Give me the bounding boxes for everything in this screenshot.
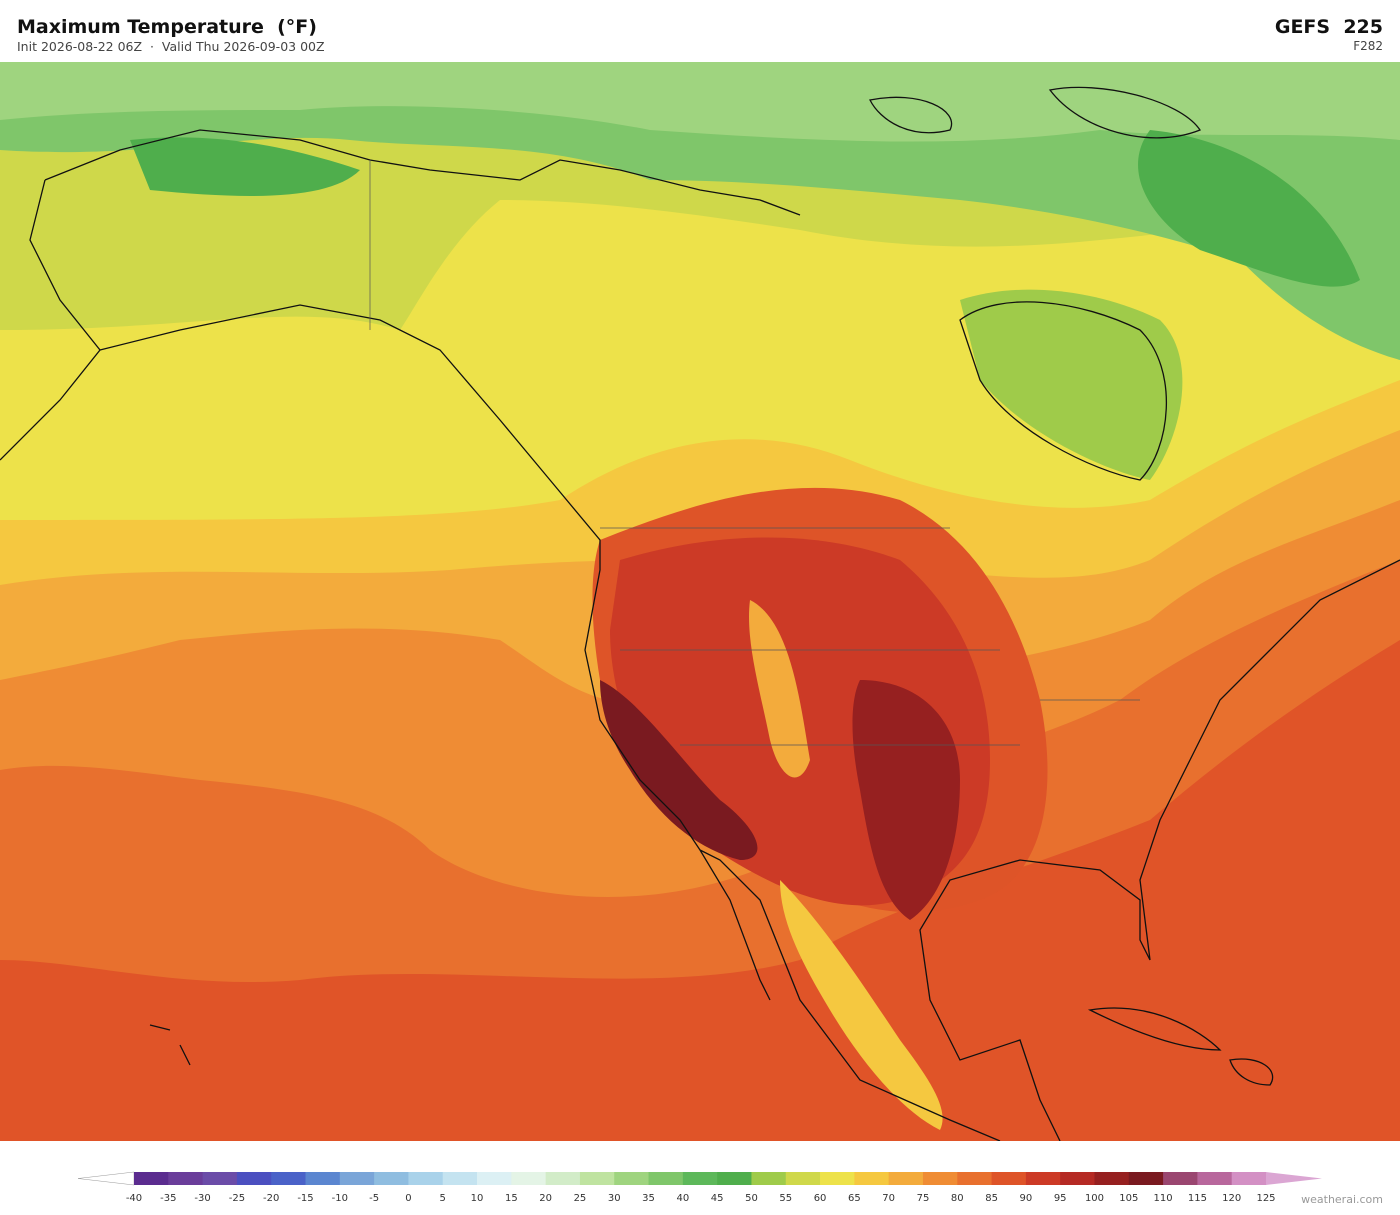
colorbar-swatch [236,1172,272,1185]
colorbar-tick-label: 100 [1085,1193,1104,1204]
colorbar-swatch [1197,1172,1233,1185]
colorbar-swatch [682,1172,718,1185]
colorbar-tick-label: 125 [1256,1193,1275,1204]
colorbar-swatch [1025,1172,1061,1185]
colorbar-tick-label: 35 [642,1193,655,1204]
colorbar-tick-label: -20 [263,1193,279,1204]
colorbar-tick-label: 30 [608,1193,621,1204]
colorbar-tick-label: 0 [405,1193,411,1204]
colorbar-swatch [1231,1172,1267,1185]
colorbar: -40 -35 -30 -25 -20 -15 -10 -5 0 5 10 15 20 25 30 35 40 4… [77,1171,1322,1204]
colorbar-swatch [374,1172,409,1185]
colorbar-tick-label: 115 [1188,1193,1207,1204]
colorbar-swatch [751,1172,787,1185]
colorbar-swatch [579,1172,615,1185]
run-info: Init 2026-08-22 06Z · Valid Thu 2026-09-… [17,39,325,54]
colorbar-swatch [271,1172,307,1185]
colorbar-tick-label: 65 [848,1193,861,1204]
colorbar-tick-label: -25 [229,1193,245,1204]
colorbar-swatch [717,1172,752,1185]
colorbar-swatch [785,1172,821,1185]
colorbar-tick-label: -30 [194,1193,210,1204]
colorbar-tick-label: 45 [711,1193,724,1204]
colorbar-tick-label: 15 [505,1193,518,1204]
colorbar-swatch [168,1172,204,1185]
colorbar-tick-label: -15 [297,1193,313,1204]
colorbar-tick-label: 50 [745,1193,758,1204]
credit: weatherai.com [1301,1193,1383,1206]
colorbar-swatch [854,1172,890,1185]
colorbar-swatch [614,1172,650,1185]
colorbar-tick-label: -10 [332,1193,348,1204]
colorbar-tick-label: 110 [1154,1193,1173,1204]
colorbar-tick-label: 80 [951,1193,964,1204]
colorbar-swatch [922,1172,958,1185]
colorbar-tick-label: 5 [440,1193,446,1204]
colorbar-swatch [1094,1172,1130,1185]
colorbar-tick-label: -35 [160,1193,176,1204]
colorbar-under [77,1171,135,1186]
colorbar-tick-label: 120 [1222,1193,1241,1204]
colorbar-tick-label: -5 [369,1193,379,1204]
colorbar-tick-label: 105 [1119,1193,1138,1204]
colorbar-swatch [1163,1172,1198,1185]
colorbar-swatch [545,1172,581,1185]
colorbar-tick-label: -40 [126,1193,142,1204]
temperature-map [0,62,1400,1141]
colorbar-swatch [339,1172,375,1185]
map-title: Maximum Temperature (°F) [17,16,317,38]
colorbar-tick-label: 60 [814,1193,827,1204]
colorbar-tick-label: 75 [917,1193,930,1204]
colorbar-swatch [1060,1172,1095,1185]
colorbar-swatch [305,1172,341,1185]
header: Maximum Temperature (°F) Init 2026-08-22… [0,0,1400,62]
colorbar-tick-label: 95 [1054,1193,1067,1204]
model-name: GEFS 225 [1274,16,1383,38]
colorbar-swatch [477,1172,512,1185]
colorbar-swatch [991,1172,1027,1185]
colorbar-swatch [820,1172,855,1185]
colorbar-tick-label: 85 [985,1193,998,1204]
colorbar-swatch [408,1172,444,1185]
colorbar-swatch [134,1172,169,1185]
colorbar-tick-label: 40 [676,1193,689,1204]
colorbar-swatch [442,1172,478,1185]
colorbar-tick-label: 70 [882,1193,895,1204]
colorbar-swatch [202,1172,238,1185]
colorbar-swatch [888,1172,924,1185]
colorbar-swatch [957,1172,993,1185]
colorbar-tick-label: 25 [574,1193,587,1204]
colorbar-tick-label: 55 [779,1193,792,1204]
colorbar-swatch [648,1172,684,1185]
colorbar-tick-label: 10 [471,1193,484,1204]
colorbar-over [1266,1172,1322,1185]
colorbar-tick-label: 90 [1020,1193,1033,1204]
colorbar-tick-label: 20 [539,1193,552,1204]
colorbar-swatch [511,1172,547,1185]
forecast-hour: F282 [1353,39,1383,53]
colorbar-swatch [1128,1172,1164,1185]
